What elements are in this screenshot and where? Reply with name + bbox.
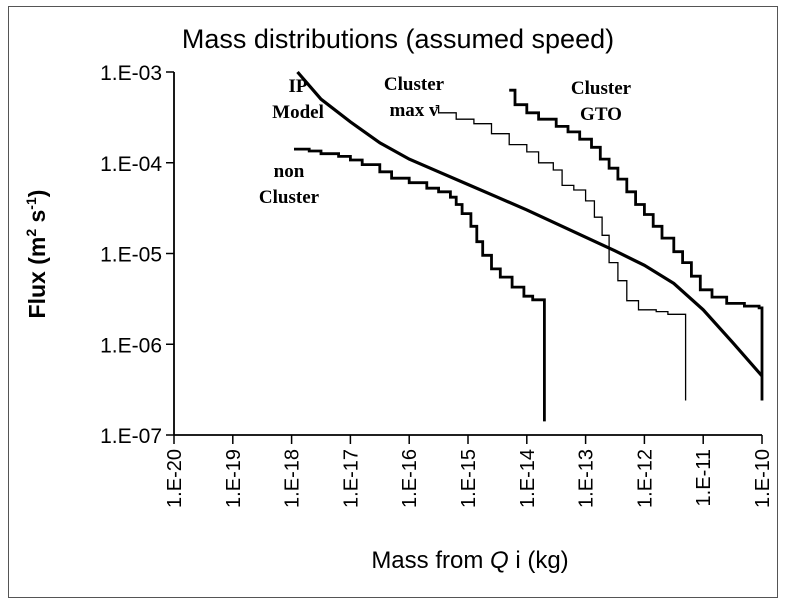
x-tick-label: 1.E-11 bbox=[693, 449, 715, 506]
y-label-prefix: Flux (m bbox=[24, 237, 50, 319]
y-tick-label: 1.E-03 bbox=[100, 62, 162, 85]
x-label-prefix: Mass from bbox=[371, 547, 490, 574]
y-tick-label: 1.E-07 bbox=[100, 425, 162, 448]
y-tick-label: 1.E-05 bbox=[100, 244, 162, 267]
y-tick-label: 1.E-06 bbox=[100, 334, 162, 357]
series-line-non-cluster bbox=[294, 147, 546, 422]
series-label-cluster-gto: GTO bbox=[580, 104, 622, 125]
series-labels: IP Model non Cluster Cluster max v Cluster GTO bbox=[259, 74, 632, 208]
series-label-non-cluster: Cluster bbox=[259, 187, 320, 208]
series-label-ip-model: IP bbox=[289, 76, 308, 97]
x-axis-ticks: 1.E-20 1.E-19 1.E-18 1.E-17 1.E-16 1.E-15 1.E-… bbox=[164, 435, 774, 508]
x-tick-label: 1.E-18 bbox=[282, 449, 304, 508]
y-axis-ticks: 1.E-03 1.E-04 1.E-05 1.E-06 1.E-07 bbox=[100, 62, 174, 448]
series-label-cluster-max-v: Cluster bbox=[384, 74, 445, 95]
y-label-suffix: ) bbox=[24, 190, 50, 198]
y-label-sup2: -1 bbox=[23, 197, 39, 210]
y-axis-label: Flux (m2 s-1) bbox=[23, 190, 50, 319]
y-label-mid: s bbox=[24, 210, 50, 229]
x-axis-label: Mass from Q i (kg) bbox=[371, 547, 568, 574]
x-tick-label: 1.E-10 bbox=[752, 449, 774, 508]
x-tick-label: 1.E-16 bbox=[399, 449, 421, 508]
series-label-cluster-max-v: max v bbox=[389, 100, 439, 121]
x-tick-label: 1.E-14 bbox=[517, 449, 539, 508]
chart-frame bbox=[8, 6, 778, 598]
x-tick-label: 1.E-17 bbox=[340, 449, 362, 508]
x-label-suffix: i (kg) bbox=[509, 547, 569, 574]
y-label-sup1: 2 bbox=[23, 229, 39, 237]
y-tick-label: 1.E-04 bbox=[100, 153, 162, 176]
series-label-ip-model: Model bbox=[272, 102, 324, 123]
x-label-italic: Q bbox=[490, 547, 509, 574]
x-tick-label: 1.E-19 bbox=[223, 449, 245, 508]
x-tick-label: 1.E-13 bbox=[576, 449, 598, 508]
series-line-cluster-gto bbox=[509, 88, 764, 401]
series-label-cluster-gto: Cluster bbox=[571, 78, 632, 99]
x-tick-label: 1.E-20 bbox=[164, 449, 186, 508]
x-tick-label: 1.E-12 bbox=[634, 449, 656, 508]
series-line-cluster-max-v bbox=[435, 104, 687, 401]
series-layer bbox=[294, 70, 764, 422]
x-tick-label: 1.E-15 bbox=[458, 449, 480, 508]
chart-title: Mass distributions (assumed speed) bbox=[182, 24, 614, 54]
series-label-non-cluster: non bbox=[274, 161, 305, 182]
plot-area: 1.E-031.E-041.E-051.E-061.E-07 1.E-20 1.E… bbox=[100, 62, 774, 508]
series-line-ip-model bbox=[296, 70, 764, 378]
